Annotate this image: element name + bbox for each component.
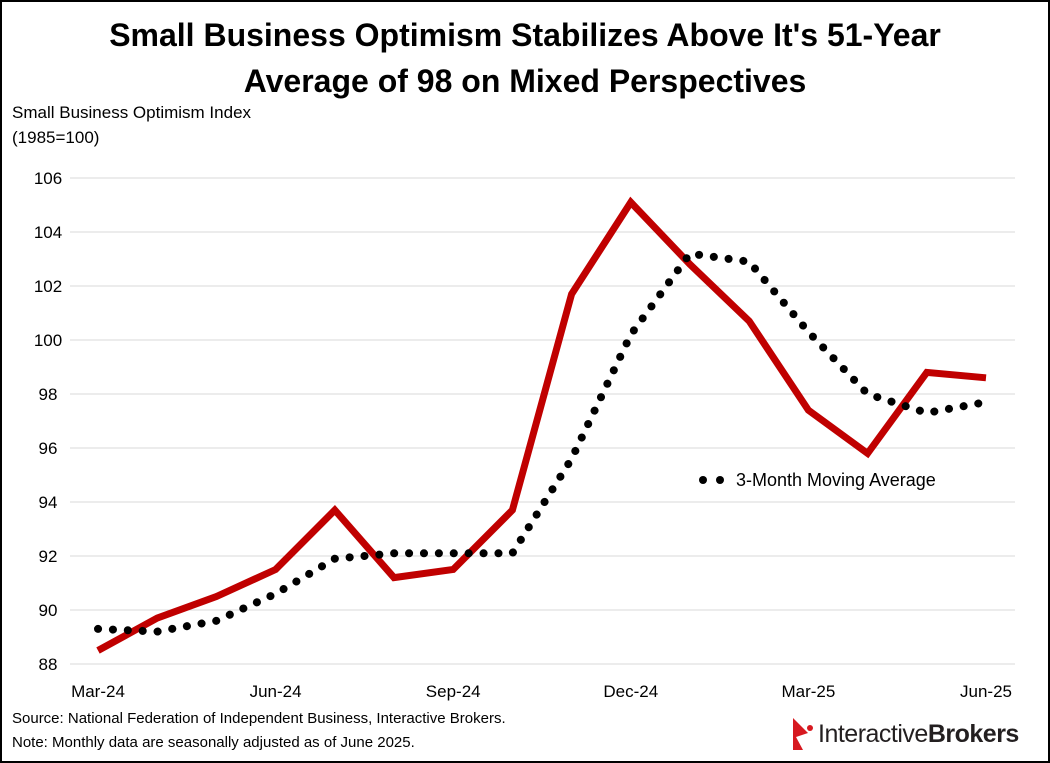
series-line-moving-average <box>94 249 990 636</box>
y-tick-label: 96 <box>39 439 58 458</box>
legend-label-moving-average: 3-Month Moving Average <box>736 470 936 490</box>
x-tick-label: Mar-24 <box>71 682 125 701</box>
chart-title-line-2: Average of 98 on Mixed Perspectives <box>243 63 807 99</box>
x-tick-label: Mar-25 <box>781 682 835 701</box>
y-tick-label: 98 <box>39 385 58 404</box>
chart-title-line-1: Small Business Optimism Stabilizes Above… <box>109 17 941 53</box>
logo-wordmark: InteractiveBrokers <box>818 720 1019 749</box>
y-tick-label: 104 <box>34 223 62 242</box>
legend-dot-moving-average <box>699 476 707 484</box>
x-tick-label: Jun-25 <box>960 682 1012 701</box>
y-tick-label: 94 <box>39 493 58 512</box>
y-axis-label-line-2: (1985=100) <box>12 128 100 147</box>
y-axis-label: Small Business Optimism Index (1985=100) <box>12 100 332 150</box>
x-tick-label: Sep-24 <box>426 682 481 701</box>
y-tick-label: 100 <box>34 331 62 350</box>
y-tick-label: 106 <box>34 169 62 188</box>
y-axis-label-line-1: Small Business Optimism Index <box>12 103 252 122</box>
interactive-brokers-logo: InteractiveBrokers <box>790 712 1040 756</box>
y-tick-label: 88 <box>39 655 58 674</box>
chart-title: Small Business Optimism Stabilizes Above… <box>0 12 1050 104</box>
legend-dot-moving-average <box>716 476 724 484</box>
interactive-brokers-flag-icon <box>793 718 813 750</box>
source-note: Source: National Federation of Independe… <box>12 710 506 727</box>
logo-text-bold: Brokers <box>927 719 1020 748</box>
series-line-optimism-index <box>96 196 987 654</box>
y-tick-label: 90 <box>39 601 58 620</box>
seasonal-note: Note: Monthly data are seasonally adjust… <box>12 734 415 751</box>
y-tick-label: 92 <box>39 547 58 566</box>
x-tick-label: Jun-24 <box>250 682 302 701</box>
logo-text-regular: Interactive <box>818 719 928 748</box>
x-tick-label: Dec-24 <box>603 682 658 701</box>
y-tick-label: 102 <box>34 277 62 296</box>
